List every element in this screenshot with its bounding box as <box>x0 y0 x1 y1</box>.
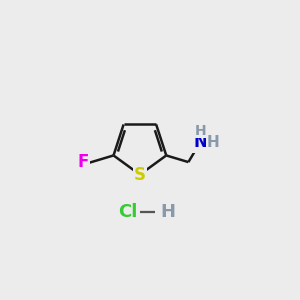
Text: H: H <box>207 135 219 150</box>
Text: S: S <box>134 166 146 184</box>
Text: H: H <box>161 202 176 220</box>
Text: Cl: Cl <box>118 202 138 220</box>
Text: F: F <box>78 153 89 171</box>
Text: N: N <box>193 133 207 151</box>
Text: H: H <box>195 124 207 138</box>
